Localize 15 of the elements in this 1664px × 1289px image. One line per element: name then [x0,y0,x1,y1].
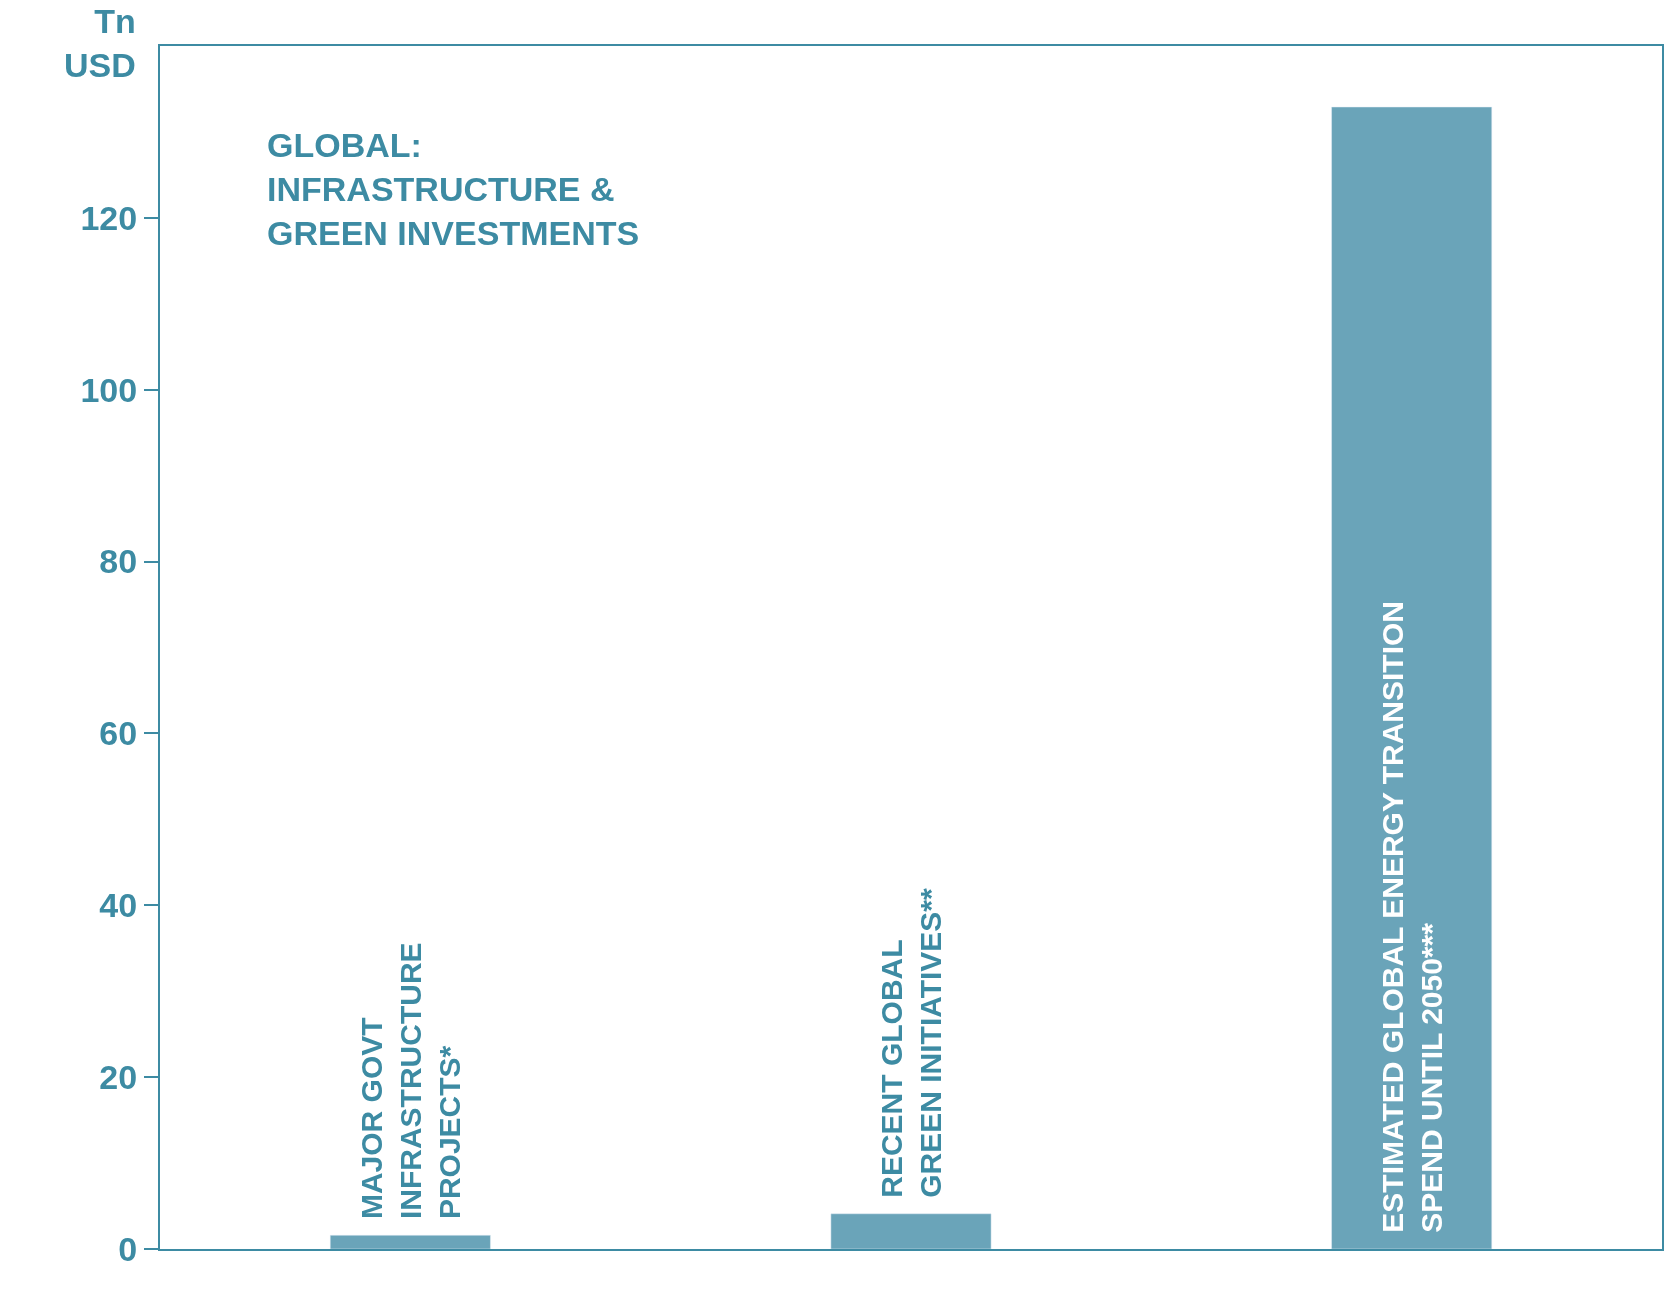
y-tick-label: 120 [80,198,138,237]
x-tick-label: MAJOR GOVT INFRASTRUCTURE PROJECTS* [354,942,466,1220]
y-tick-label: 100 [80,370,138,409]
y-axis-title: Tn USD [64,2,136,85]
x-tick-label: RECENT GLOBAL GREEN INITIATIVES** [875,887,948,1198]
text: GLOBAL: INFRASTRUCTURE & GREEN INVESTMENTS [267,126,640,253]
y-tick-label: 0 [118,1229,138,1268]
bar [1331,106,1493,1249]
y-tick-label: 60 [99,714,138,753]
x-tick-label: ESTIMATED GLOBAL ENERGY TRANSITION SPEND UNTIL 2050*** [1375,600,1448,1233]
bar [329,1235,491,1249]
y-tick-label: 40 [99,886,138,925]
y-tick-label: 20 [99,1058,138,1097]
y-tick-label: 80 [99,542,138,581]
bar [830,1213,992,1249]
